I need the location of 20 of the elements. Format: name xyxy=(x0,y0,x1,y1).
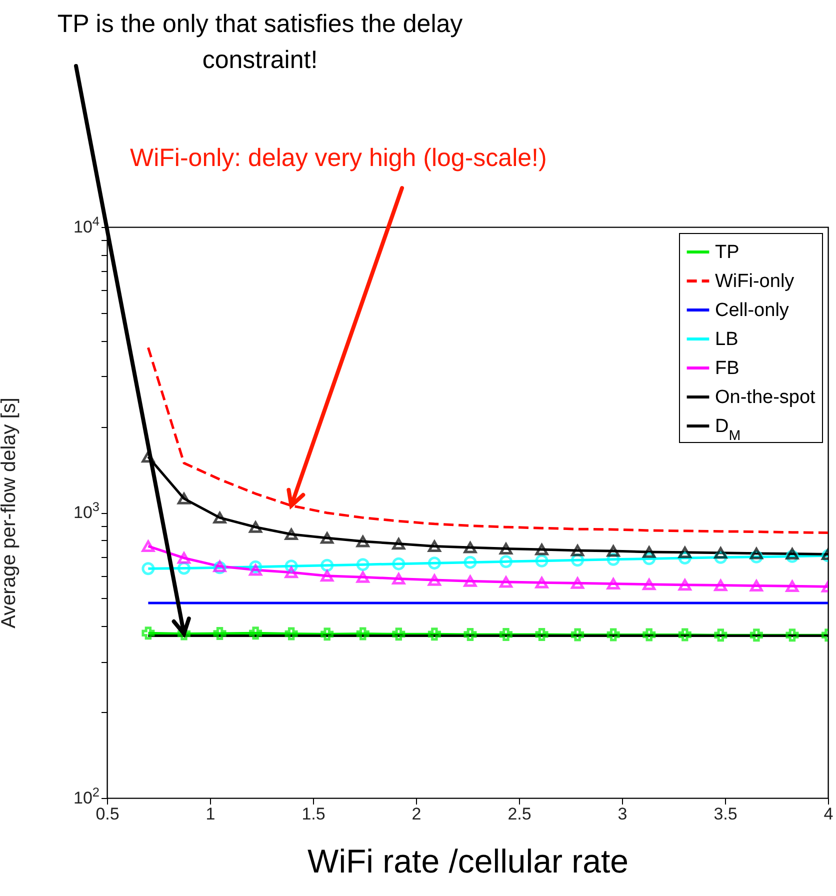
x-tick-label: 1.5 xyxy=(302,804,326,824)
x-tick-label: 4 xyxy=(824,804,834,824)
x-tick-label: 3.5 xyxy=(714,804,738,824)
legend-label: TP xyxy=(715,242,740,263)
legend-label: WiFi-only xyxy=(715,271,795,292)
x-axis-title: WiFi rate /cellular rate xyxy=(308,842,628,880)
y-tick-label: 10$^{2}$ xyxy=(73,784,100,808)
legend-label: Cell-only xyxy=(715,300,790,321)
legend-label: On-the-spot xyxy=(715,387,816,408)
x-tick-label: 0.5 xyxy=(96,804,120,824)
y-axis-title: Average per-flow delay [s] xyxy=(0,398,20,628)
x-tick-label: 1 xyxy=(206,804,216,824)
x-tick-label: 2 xyxy=(412,804,422,824)
annotation: WiFi-only: delay very high (log-scale!) xyxy=(130,143,548,174)
legend-label: LB xyxy=(715,329,738,350)
annotation: TP is the only that satisfies the delay constraint! xyxy=(56,9,464,76)
legend-label: D$_{M}$ xyxy=(715,416,741,444)
legend-label: FB xyxy=(715,358,740,379)
x-tick-label: 3 xyxy=(618,804,628,824)
x-tick-label: 2.5 xyxy=(508,804,532,824)
